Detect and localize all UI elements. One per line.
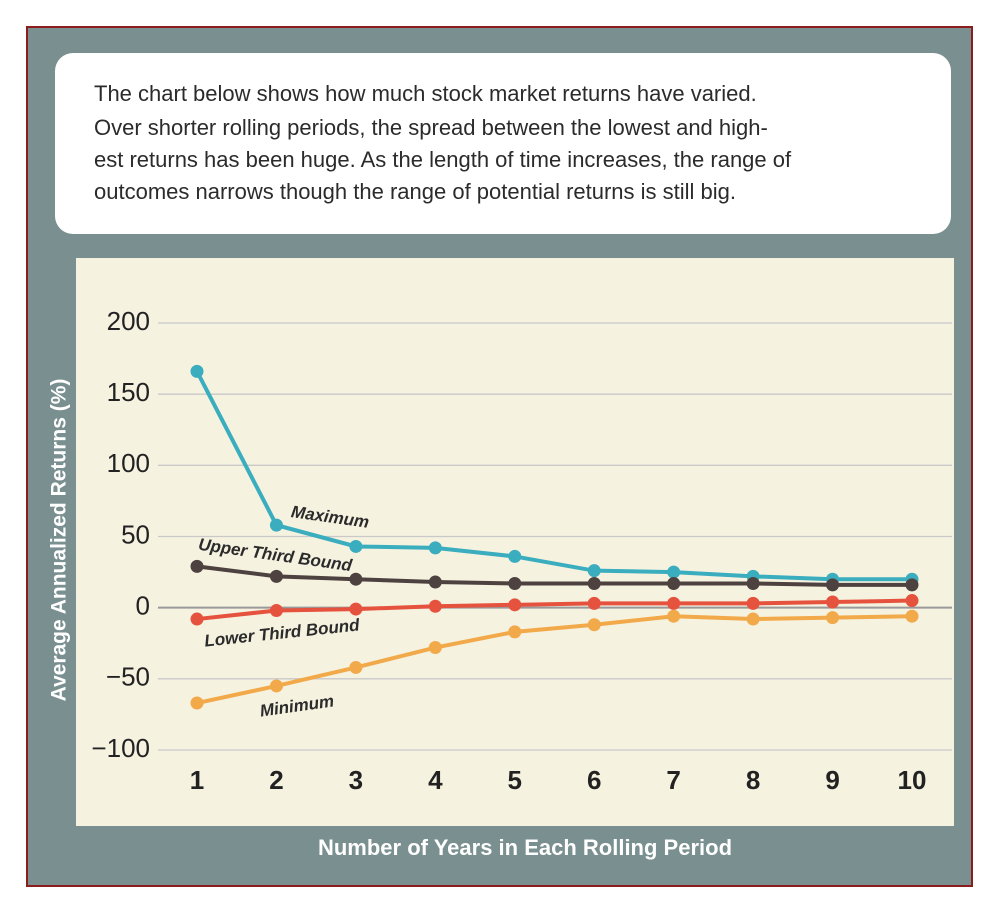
intro-text: The chart below shows how much stock mar… xyxy=(94,81,792,204)
data-point xyxy=(905,609,919,623)
data-point xyxy=(587,596,601,610)
x-tick-label: 8 xyxy=(746,765,760,795)
data-point xyxy=(746,576,760,590)
y-tick-label: 200 xyxy=(107,306,150,336)
intro-line: The chart below shows how much stock mar… xyxy=(94,81,757,106)
data-point xyxy=(587,564,601,578)
x-tick-label: 7 xyxy=(666,765,680,795)
y-tick-label: 0 xyxy=(136,591,150,621)
y-tick-label: 50 xyxy=(121,519,150,549)
y-tick-label: 150 xyxy=(107,377,150,407)
data-point xyxy=(905,578,919,592)
intro-line: Over shorter rolling periods, the spread… xyxy=(94,115,768,140)
data-point xyxy=(190,559,204,573)
data-point xyxy=(349,660,363,674)
data-point xyxy=(746,612,760,626)
data-point xyxy=(428,599,442,613)
intro-line: est returns has been huge. As the length… xyxy=(94,147,792,172)
x-tick-label: 3 xyxy=(349,765,363,795)
y-axis-label: Average Annualized Returns (%) xyxy=(48,379,71,702)
data-point xyxy=(667,609,681,623)
data-point xyxy=(269,679,283,693)
data-point xyxy=(667,565,681,579)
y-tick-label: −100 xyxy=(91,733,150,763)
data-point xyxy=(826,595,840,609)
x-tick-label: 2 xyxy=(269,765,283,795)
data-point xyxy=(349,539,363,553)
data-point xyxy=(190,696,204,710)
plot-panel xyxy=(76,258,954,826)
x-tick-label: 10 xyxy=(898,765,927,795)
data-point xyxy=(667,596,681,610)
series-line xyxy=(195,370,912,582)
data-point xyxy=(349,602,363,616)
intro-line: outcomes narrows though the range of pot… xyxy=(94,179,736,204)
y-tick-label: 100 xyxy=(107,448,150,478)
data-point xyxy=(508,549,522,563)
data-point xyxy=(190,364,204,378)
data-point xyxy=(190,612,204,626)
data-point xyxy=(269,518,283,532)
data-point xyxy=(508,625,522,639)
data-point xyxy=(508,576,522,590)
data-point xyxy=(746,596,760,610)
data-point xyxy=(428,575,442,589)
x-tick-label: 9 xyxy=(825,765,839,795)
x-tick-label: 4 xyxy=(428,765,443,795)
data-point xyxy=(826,578,840,592)
series-line xyxy=(196,614,913,705)
series-line xyxy=(196,564,912,587)
intro-box xyxy=(55,53,951,234)
data-point xyxy=(587,618,601,632)
x-tick-label: 1 xyxy=(190,765,204,795)
data-point xyxy=(508,598,522,612)
data-point xyxy=(428,641,442,655)
y-tick-label: −50 xyxy=(106,662,150,692)
data-point xyxy=(269,569,283,583)
data-point xyxy=(587,576,601,590)
x-tick-label: 5 xyxy=(508,765,522,795)
data-point xyxy=(826,611,840,625)
series-line xyxy=(196,598,913,622)
data-point xyxy=(428,541,442,555)
data-point xyxy=(269,604,283,618)
x-tick-label: 6 xyxy=(587,765,601,795)
x-axis-label: Number of Years in Each Rolling Period xyxy=(318,835,732,860)
data-point xyxy=(667,576,681,590)
data-point xyxy=(349,572,363,586)
data-point xyxy=(905,594,919,608)
